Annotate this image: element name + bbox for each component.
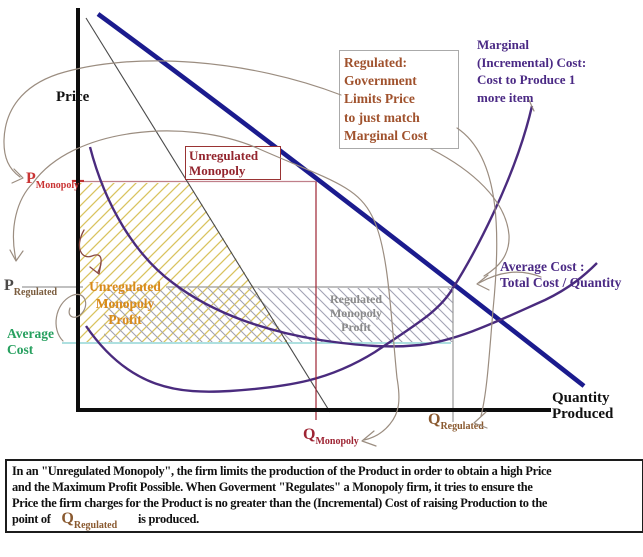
- unregulated-profit-line1: Unregulated: [89, 279, 161, 294]
- caption-q-regulated: QRegulated: [61, 510, 117, 532]
- regulated-profit-line3: Profit: [341, 320, 371, 334]
- regulated-box-line1: Regulated:: [344, 55, 407, 70]
- average-cost-formula-line1: Average Cost :: [500, 259, 585, 274]
- average-cost-formula-line2: Total Cost / Quantity: [500, 274, 622, 290]
- q-regulated-sub: Regulated: [440, 421, 484, 432]
- q-monopoly-base: Q: [303, 426, 316, 443]
- caption-line1: In an "Unregulated Monopoly", the firm l…: [12, 464, 552, 478]
- marginal-cost-label: Marginal (Incremental) Cost: Cost to Pro…: [477, 36, 586, 106]
- caption-line2: and the Maximum Profit Possible. When Go…: [12, 480, 533, 494]
- p-regulated-sub: Regulated: [13, 287, 58, 298]
- marginal-cost-label-line1: Marginal: [477, 37, 529, 52]
- p-monopoly-base: P: [26, 170, 36, 187]
- y-axis-label: Price: [56, 89, 90, 105]
- x-axis-label-line1: Quantity: [552, 390, 610, 406]
- unregulated-box-line1: Unregulated: [189, 148, 259, 163]
- q-monopoly-sub: Monopoly: [315, 436, 359, 447]
- unregulated-profit-line3: Profit: [108, 312, 142, 327]
- unregulated-profit-line2: Monopoly: [95, 295, 155, 311]
- unregulated-box-line2: Monopoly: [189, 163, 246, 178]
- caption-line4-prefix: point of: [12, 512, 51, 526]
- caption-box: In an "Unregulated Monopoly", the firm l…: [5, 459, 643, 533]
- unregulated-profit-label: Unregulated Monopoly Profit: [82, 279, 168, 329]
- p-regulated-base: P: [4, 277, 14, 294]
- regulated-profit-line2: Monopoly: [329, 306, 382, 320]
- regulated-box-line4: to just match: [344, 109, 420, 125]
- q-monopoly-label: QMonopoly: [303, 426, 359, 447]
- average-cost-axis-line2: Cost: [7, 341, 34, 357]
- average-cost-axis-label: Average Cost: [7, 326, 54, 357]
- regulated-box-line5: Marginal Cost: [344, 127, 428, 143]
- marginal-cost-label-line2: (Incremental) Cost:: [477, 54, 587, 70]
- q-regulated-label: QRegulated: [428, 411, 484, 432]
- caption-line4-suffix: is produced.: [138, 512, 199, 526]
- average-cost-axis-line1: Average: [7, 326, 54, 341]
- regulated-box-line3: Limits Price: [344, 91, 415, 107]
- average-cost-formula-label: Average Cost : Total Cost / Quantity: [500, 259, 621, 290]
- q-regulated-base: Q: [428, 411, 441, 428]
- unregulated-monopoly-box: Unregulated Monopoly: [185, 146, 281, 180]
- regulated-profit-label: Regulated Monopoly Profit: [324, 292, 388, 334]
- marginal-cost-label-line4: more item: [477, 89, 534, 105]
- caption-q-base: Q: [61, 510, 74, 527]
- regulated-profit-line1: Regulated: [330, 292, 382, 306]
- caption-line4: point of QRegulated is produced.: [12, 510, 637, 532]
- x-axis-label: Quantity Produced: [552, 390, 614, 422]
- x-axis-label-line2: Produced: [552, 405, 614, 422]
- p-monopoly-label: PMonopoly: [26, 170, 80, 191]
- regulated-box-line2: Government: [344, 73, 417, 89]
- p-monopoly-sub: Monopoly: [35, 180, 80, 191]
- caption-line3: Price the firm charges for the Product i…: [12, 496, 548, 510]
- marginal-cost-label-line3: Cost to Produce 1: [477, 72, 576, 87]
- p-regulated-label: PRegulated: [4, 277, 58, 298]
- caption-q-sub: Regulated: [73, 520, 118, 531]
- regulated-box: Regulated: Government Limits Price to ju…: [339, 50, 459, 150]
